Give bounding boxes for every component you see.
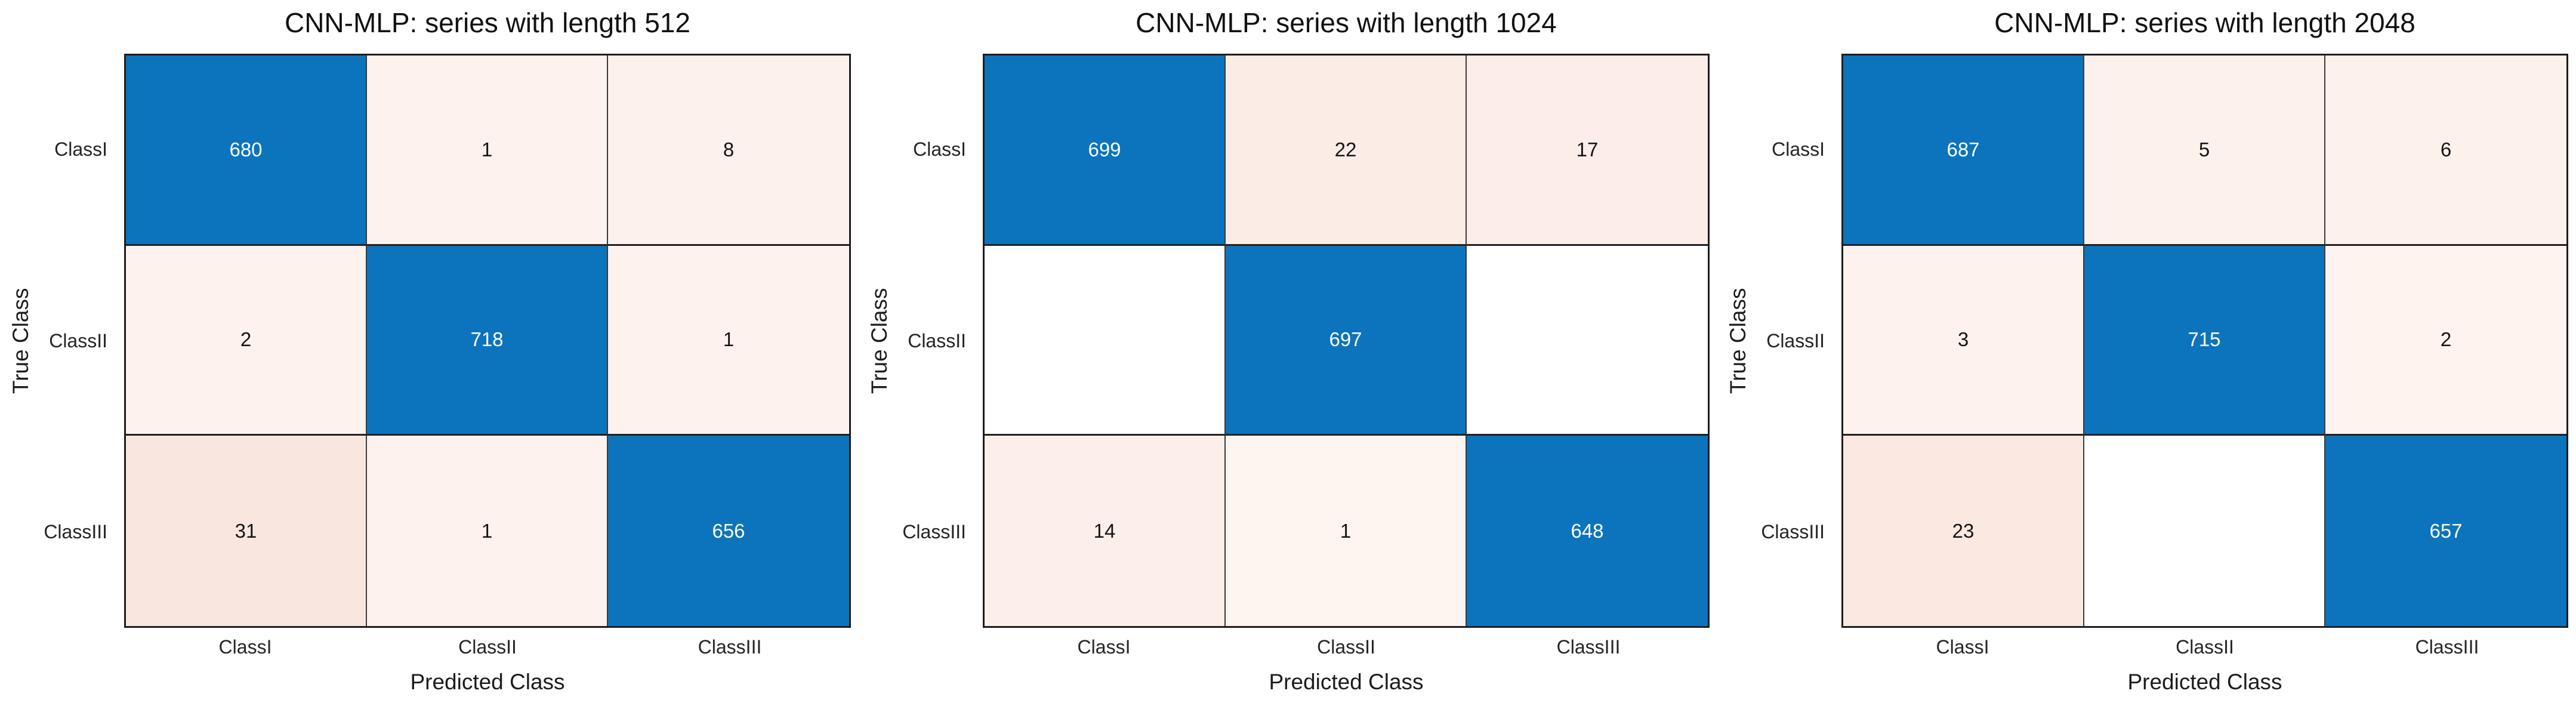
matrix-cell: 1 (367, 56, 608, 246)
x-tick-label: ClassI (218, 636, 272, 658)
matrix-cell: 8 (608, 56, 849, 246)
y-tick-labels: ClassI ClassII ClassIII (1717, 54, 1833, 628)
y-tick-label: ClassII (49, 329, 107, 352)
matrix-cell: 2 (126, 245, 367, 436)
matrix-cell: 718 (367, 245, 608, 436)
matrix-cell: 1 (1226, 436, 1467, 626)
confusion-matrix-grid: 680 1 8 2 718 1 31 1 656 (124, 54, 851, 628)
matrix-cell: 680 (126, 56, 367, 246)
matrix-cell: 656 (608, 436, 849, 626)
y-tick-label: ClassIII (44, 521, 107, 543)
x-tick-labels: ClassI ClassII ClassIII (124, 636, 851, 658)
x-axis-label: Predicted Class (1269, 670, 1424, 694)
matrix-cell: 1 (608, 245, 849, 436)
matrix-cell (985, 245, 1226, 436)
x-tick-label: ClassII (1317, 636, 1375, 658)
x-tick-label: ClassIII (1556, 636, 1621, 658)
y-tick-label: ClassII (1766, 329, 1825, 352)
confusion-matrix-panel-2048: CNN-MLP: series with length 2048 True Cl… (1717, 0, 2576, 709)
y-tick-label: ClassII (908, 329, 966, 352)
y-tick-labels: ClassI ClassII ClassIII (859, 54, 974, 628)
matrix-cell: 17 (1467, 56, 1708, 246)
x-tick-labels: ClassI ClassII ClassIII (1841, 636, 2568, 658)
x-tick-label: ClassIII (2415, 636, 2479, 658)
matrix-cell: 687 (1843, 56, 2084, 246)
x-tick-label: ClassI (1936, 636, 1989, 658)
confusion-matrix-panel-1024: CNN-MLP: series with length 1024 True Cl… (859, 0, 1717, 709)
matrix-cell: 6 (2325, 56, 2566, 246)
x-tick-label: ClassII (458, 636, 517, 658)
matrix-cell: 5 (2084, 56, 2325, 246)
matrix-cell: 31 (126, 436, 367, 626)
matrix-cell: 697 (1226, 245, 1467, 436)
x-tick-label: ClassI (1077, 636, 1131, 658)
matrix-cell (2084, 436, 2325, 626)
y-tick-label: ClassI (913, 138, 966, 160)
y-tick-label: ClassI (1772, 138, 1825, 160)
matrix-cell: 648 (1467, 436, 1708, 626)
y-tick-labels: ClassI ClassII ClassIII (0, 54, 116, 628)
chart-title: CNN-MLP: series with length 512 (284, 7, 691, 38)
x-tick-label: ClassIII (698, 636, 762, 658)
y-tick-label: ClassI (54, 138, 107, 160)
matrix-cell: 22 (1226, 56, 1467, 246)
matrix-cell: 3 (1843, 245, 2084, 436)
chart-title: CNN-MLP: series with length 2048 (1994, 7, 2415, 38)
matrix-cell: 14 (985, 436, 1226, 626)
confusion-matrix-panel-512: CNN-MLP: series with length 512 True Cla… (0, 0, 859, 709)
matrix-cell: 2 (2325, 245, 2566, 436)
matrix-cell: 699 (985, 56, 1226, 246)
matrix-cell (1467, 245, 1708, 436)
y-tick-label: ClassIII (1761, 521, 1825, 543)
x-axis-label: Predicted Class (410, 670, 565, 694)
x-tick-label: ClassII (2176, 636, 2234, 658)
matrix-cell: 1 (367, 436, 608, 626)
matrix-cell: 657 (2325, 436, 2566, 626)
y-tick-label: ClassIII (902, 521, 966, 543)
matrix-cell: 23 (1843, 436, 2084, 626)
confusion-matrix-grid: 687 5 6 3 715 2 23 657 (1841, 54, 2568, 628)
x-axis-label: Predicted Class (2127, 670, 2282, 694)
x-tick-labels: ClassI ClassII ClassIII (983, 636, 1710, 658)
matrix-cell: 715 (2084, 245, 2325, 436)
chart-title: CNN-MLP: series with length 1024 (1136, 7, 1557, 38)
confusion-matrix-grid: 699 22 17 697 14 1 648 (983, 54, 1710, 628)
